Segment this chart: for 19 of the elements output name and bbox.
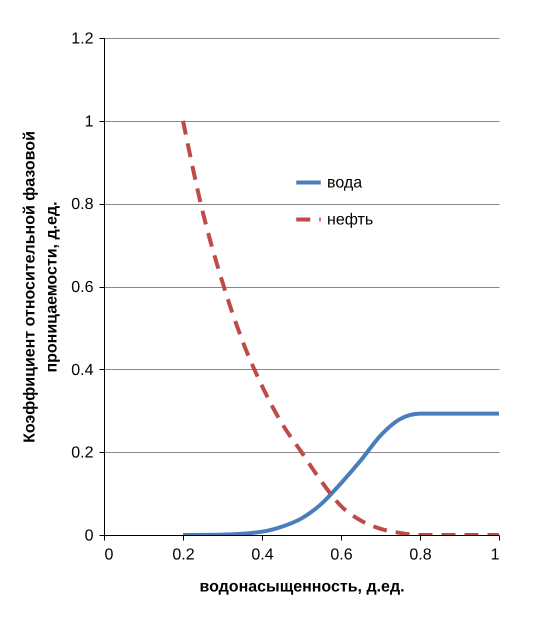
legend-label: нефть (327, 212, 374, 228)
x-tick-label: 0 (104, 546, 114, 564)
x-axis-title: водонасыщенность, д.ед. (199, 578, 405, 596)
y-tick-label: 0.8 (71, 196, 94, 214)
y-tick-label: 0.4 (71, 362, 94, 379)
x-tick-label: 0.6 (330, 546, 353, 564)
y-tick-label: 0.6 (71, 279, 94, 296)
x-tick-label: 0.8 (409, 546, 432, 564)
legend-label: вода (327, 174, 362, 192)
line-series (181, 118, 499, 535)
y-tick-label: 1 (84, 113, 94, 130)
y-tick-label: 0 (84, 528, 94, 544)
y-tick-label: 1.2 (71, 30, 94, 48)
line-series (181, 412, 499, 535)
y-axis-title: Коэффициент относительной фазовой проницаемости, д.ед. (21, 131, 60, 443)
x-tick-label: 0.4 (251, 546, 274, 564)
y-tick-label: 0.2 (71, 444, 94, 462)
x-tick-label: 0.2 (172, 546, 195, 564)
x-tick-label: 1 (490, 546, 500, 564)
